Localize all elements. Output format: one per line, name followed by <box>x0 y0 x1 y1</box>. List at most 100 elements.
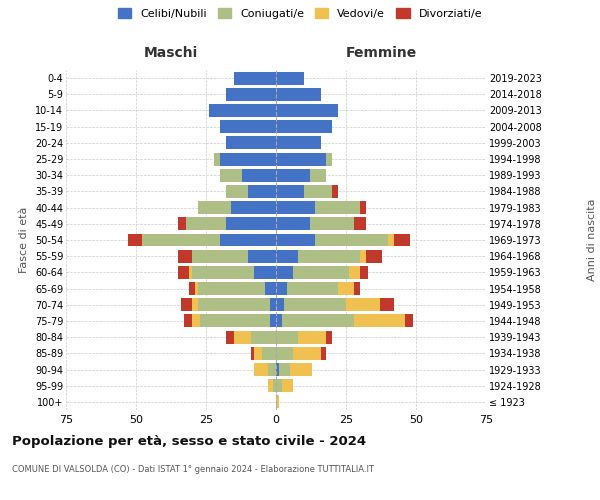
Bar <box>293 347 321 360</box>
Bar <box>226 330 234 344</box>
Bar <box>276 120 332 133</box>
Bar <box>192 266 254 279</box>
Bar <box>304 185 332 198</box>
Bar <box>276 152 326 166</box>
Bar <box>276 218 310 230</box>
Text: Maschi: Maschi <box>144 46 198 60</box>
Bar <box>284 298 346 311</box>
Bar <box>273 379 276 392</box>
Bar <box>355 314 405 328</box>
Bar <box>192 298 197 311</box>
Bar <box>276 201 315 214</box>
Bar <box>254 363 268 376</box>
Bar <box>189 282 195 295</box>
Bar <box>178 250 192 262</box>
Bar <box>298 330 326 344</box>
Y-axis label: Fasce di età: Fasce di età <box>19 207 29 273</box>
Bar <box>360 266 368 279</box>
Bar <box>290 363 313 376</box>
Bar <box>251 330 276 344</box>
Bar <box>276 282 287 295</box>
Legend: Celibi/Nubili, Coniugati/e, Vedovi/e, Divorziati/e: Celibi/Nubili, Coniugati/e, Vedovi/e, Di… <box>116 6 484 21</box>
Bar <box>195 282 197 295</box>
Bar <box>265 282 276 295</box>
Bar <box>262 347 276 360</box>
Bar <box>178 218 187 230</box>
Bar <box>388 234 394 246</box>
Bar <box>276 347 293 360</box>
Bar <box>276 266 293 279</box>
Bar <box>326 152 332 166</box>
Bar <box>128 234 142 246</box>
Bar <box>276 136 321 149</box>
Text: Anni di nascita: Anni di nascita <box>587 198 597 281</box>
Bar <box>178 266 189 279</box>
Bar <box>214 152 220 166</box>
Bar <box>321 347 326 360</box>
Text: COMUNE DI VALSOLDA (CO) - Dati ISTAT 1° gennaio 2024 - Elaborazione TUTTITALIA.I: COMUNE DI VALSOLDA (CO) - Dati ISTAT 1° … <box>12 465 374 474</box>
Bar <box>184 314 192 328</box>
Bar <box>298 250 360 262</box>
Bar <box>251 347 254 360</box>
Bar <box>220 120 276 133</box>
Bar <box>181 298 192 311</box>
Bar <box>220 152 276 166</box>
Bar <box>346 298 380 311</box>
Bar <box>355 282 360 295</box>
Bar <box>276 185 304 198</box>
Bar <box>276 104 338 117</box>
Bar <box>380 298 394 311</box>
Bar <box>276 314 281 328</box>
Bar <box>248 250 276 262</box>
Bar <box>220 234 276 246</box>
Bar <box>226 218 276 230</box>
Bar <box>220 169 242 181</box>
Bar <box>338 282 355 295</box>
Bar <box>276 396 279 408</box>
Bar <box>355 218 365 230</box>
Bar <box>268 379 273 392</box>
Bar <box>276 298 284 311</box>
Bar <box>197 282 265 295</box>
Bar <box>281 314 355 328</box>
Bar <box>332 185 338 198</box>
Text: Femmine: Femmine <box>346 46 416 60</box>
Bar <box>315 234 388 246</box>
Bar <box>271 298 276 311</box>
Bar <box>276 250 298 262</box>
Bar <box>315 201 360 214</box>
Bar <box>242 169 276 181</box>
Bar <box>276 234 315 246</box>
Bar <box>326 330 332 344</box>
Bar <box>189 266 192 279</box>
Bar <box>200 314 271 328</box>
Bar <box>360 201 365 214</box>
Bar <box>405 314 413 328</box>
Bar <box>248 185 276 198</box>
Bar <box>268 363 276 376</box>
Bar <box>226 88 276 101</box>
Text: Popolazione per età, sesso e stato civile - 2024: Popolazione per età, sesso e stato civil… <box>12 435 366 448</box>
Bar <box>310 218 355 230</box>
Bar <box>226 136 276 149</box>
Bar <box>254 347 262 360</box>
Bar <box>310 169 326 181</box>
Bar <box>197 201 231 214</box>
Bar <box>276 72 304 85</box>
Bar <box>360 250 365 262</box>
Bar <box>276 88 321 101</box>
Bar <box>231 201 276 214</box>
Bar <box>394 234 410 246</box>
Bar <box>234 330 251 344</box>
Bar <box>276 379 281 392</box>
Bar <box>209 104 276 117</box>
Bar <box>276 363 279 376</box>
Bar <box>254 266 276 279</box>
Bar <box>192 314 200 328</box>
Bar <box>293 266 349 279</box>
Bar <box>276 330 298 344</box>
Bar <box>279 363 290 376</box>
Bar <box>281 379 293 392</box>
Bar <box>234 72 276 85</box>
Bar <box>197 298 271 311</box>
